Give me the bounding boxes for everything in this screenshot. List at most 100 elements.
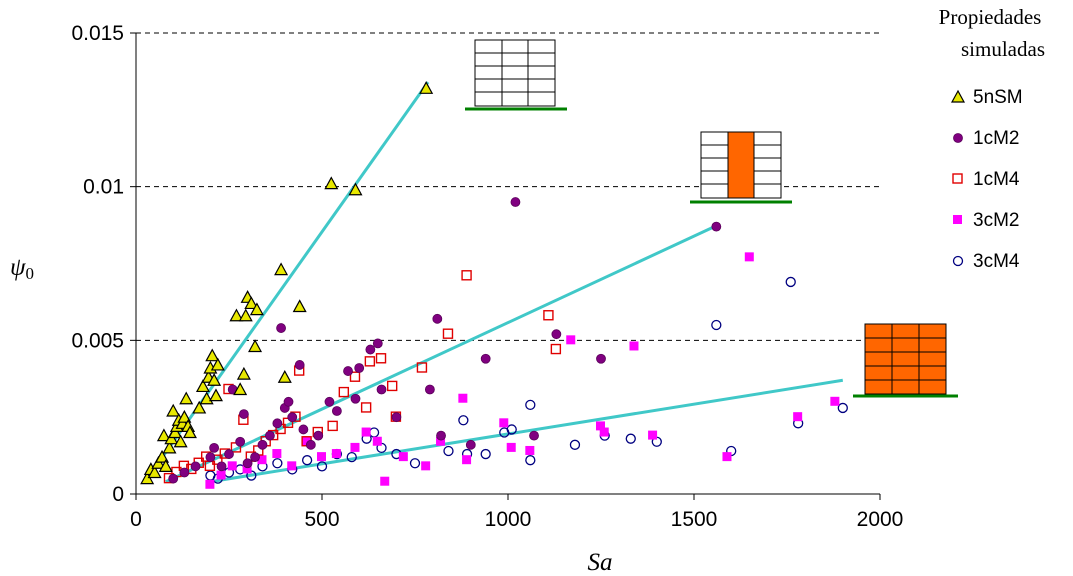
building-icons <box>465 39 958 398</box>
point-3cM2-23 <box>596 421 605 431</box>
point-5nSM-19 <box>192 400 207 414</box>
point-5nSM-5 <box>156 428 171 442</box>
point-3cM4-31 <box>785 276 796 288</box>
point-3cM2-0 <box>205 479 215 489</box>
point-1cM4-28 <box>386 380 398 392</box>
point-1cM2-18 <box>287 412 298 423</box>
point-1cM4-30 <box>416 362 428 373</box>
point-1cM2-23 <box>324 396 335 407</box>
point-1cM2-35 <box>465 439 476 450</box>
point-3cM2-18 <box>462 455 472 465</box>
point-5nSM-20 <box>195 379 210 393</box>
legend-marker-1cM4 <box>952 173 963 184</box>
point-1cM2-17 <box>283 396 294 407</box>
point-1cM2-36 <box>480 353 491 364</box>
point-1cM2-20 <box>298 424 309 435</box>
point-1cM4-34 <box>550 343 562 355</box>
point-1cM2-3 <box>205 452 216 463</box>
x-tick-label-3: 1500 <box>671 508 718 531</box>
point-3cM2-24 <box>599 427 609 437</box>
point-5nSM-26 <box>208 388 223 402</box>
point-3cM4-33 <box>837 402 848 414</box>
point-1cM2-40 <box>596 353 606 364</box>
data-points <box>140 81 848 489</box>
y-axis-label: ψ0 <box>10 254 34 283</box>
point-5nSM-24 <box>205 348 220 362</box>
point-1cM2-37 <box>510 197 521 207</box>
legend-label-3cM2: 3cM2 <box>973 210 1019 231</box>
point-1cM4-27 <box>375 353 387 364</box>
point-1cM2-31 <box>391 412 402 423</box>
point-1cM2-29 <box>372 338 383 349</box>
point-1cM2-14 <box>272 418 283 429</box>
point-5nSM-13 <box>173 434 188 448</box>
point-3cM2-3 <box>242 464 252 474</box>
building-icon-full-infill <box>853 323 958 398</box>
legend-label-5nSM: 5nSM <box>973 87 1023 108</box>
point-3cM2-2 <box>227 461 237 471</box>
series-1cM2 <box>168 197 722 484</box>
point-3cM2-5 <box>272 449 282 459</box>
point-5nSM-4 <box>155 449 170 463</box>
legend-label-1cM2: 1cM2 <box>973 128 1019 149</box>
point-3cM4-13 <box>368 427 380 438</box>
point-3cM4-17 <box>443 445 454 457</box>
point-5nSM-15 <box>177 409 192 423</box>
legend-marker-3cM2 <box>953 215 962 224</box>
point-3cM4-27 <box>625 433 636 444</box>
y-tick-label-3: 0.015 <box>71 22 124 45</box>
point-1cM2-25 <box>343 366 353 376</box>
tick-labels: 0 0.005 0.01 0.015 0 500 1000 1500 2000 <box>71 22 903 531</box>
legend-marker-3cM4 <box>952 255 964 267</box>
point-3cM2-19 <box>499 418 509 428</box>
point-3cM4-23 <box>525 399 536 411</box>
point-3cM2-6 <box>287 461 297 471</box>
point-5nSM-41 <box>419 81 434 94</box>
point-3cM4-25 <box>569 439 581 450</box>
point-5nSM-31 <box>238 308 253 322</box>
x-tick-label-1: 500 <box>304 508 339 531</box>
point-3cM2-22 <box>566 335 576 345</box>
point-3cM4-6 <box>272 458 283 469</box>
point-1cM4-22 <box>327 420 338 432</box>
trendline-2 <box>210 378 844 484</box>
building-icon-frame <box>465 39 567 111</box>
point-3cM2-7 <box>302 436 312 446</box>
point-1cM4-32 <box>442 328 454 339</box>
point-3cM2-21 <box>525 445 535 455</box>
point-1cM2-27 <box>354 363 365 373</box>
point-3cM2-10 <box>350 442 360 452</box>
point-3cM4-22 <box>506 424 517 435</box>
point-1cM2-32 <box>424 384 435 395</box>
y-tick-label-1: 0.005 <box>71 329 124 352</box>
point-1cM2-5 <box>216 461 227 472</box>
series-1cM4 <box>163 270 562 484</box>
point-1cM2-11 <box>250 452 260 463</box>
y-axis-label-main: ψ <box>10 254 26 281</box>
point-3cM4-11 <box>346 451 357 463</box>
point-3cM2-27 <box>722 452 732 462</box>
legend: Propiedades simuladas 5nSM 1cM2 1cM4 3cM2 3c… <box>939 5 1045 272</box>
point-3cM2-12 <box>372 436 382 446</box>
point-3cM4-29 <box>711 319 722 331</box>
point-5nSM-29 <box>233 382 248 396</box>
point-1cM2-4 <box>209 442 220 453</box>
point-3cM4-8 <box>301 455 313 466</box>
y-tick-label-0: 0 <box>112 483 124 506</box>
point-1cM2-21 <box>305 439 316 450</box>
point-1cM2-33 <box>432 313 443 324</box>
point-3cM2-15 <box>421 461 431 471</box>
legend-label-3cM4: 3cM4 <box>973 251 1020 272</box>
point-1cM2-9 <box>238 409 249 419</box>
point-5nSM-37 <box>277 369 292 383</box>
point-5nSM-34 <box>248 339 263 353</box>
point-3cM2-17 <box>458 393 468 403</box>
point-5nSM-40 <box>348 182 363 196</box>
legend-items: 5nSM 1cM2 1cM4 3cM2 3cM4 <box>950 87 1023 272</box>
point-5nSM-39 <box>324 176 339 190</box>
point-1cM2-8 <box>235 436 246 447</box>
point-1cM2-38 <box>529 430 539 441</box>
point-1cM2-12 <box>257 439 268 450</box>
y-tick-label-2: 0.01 <box>83 176 124 199</box>
